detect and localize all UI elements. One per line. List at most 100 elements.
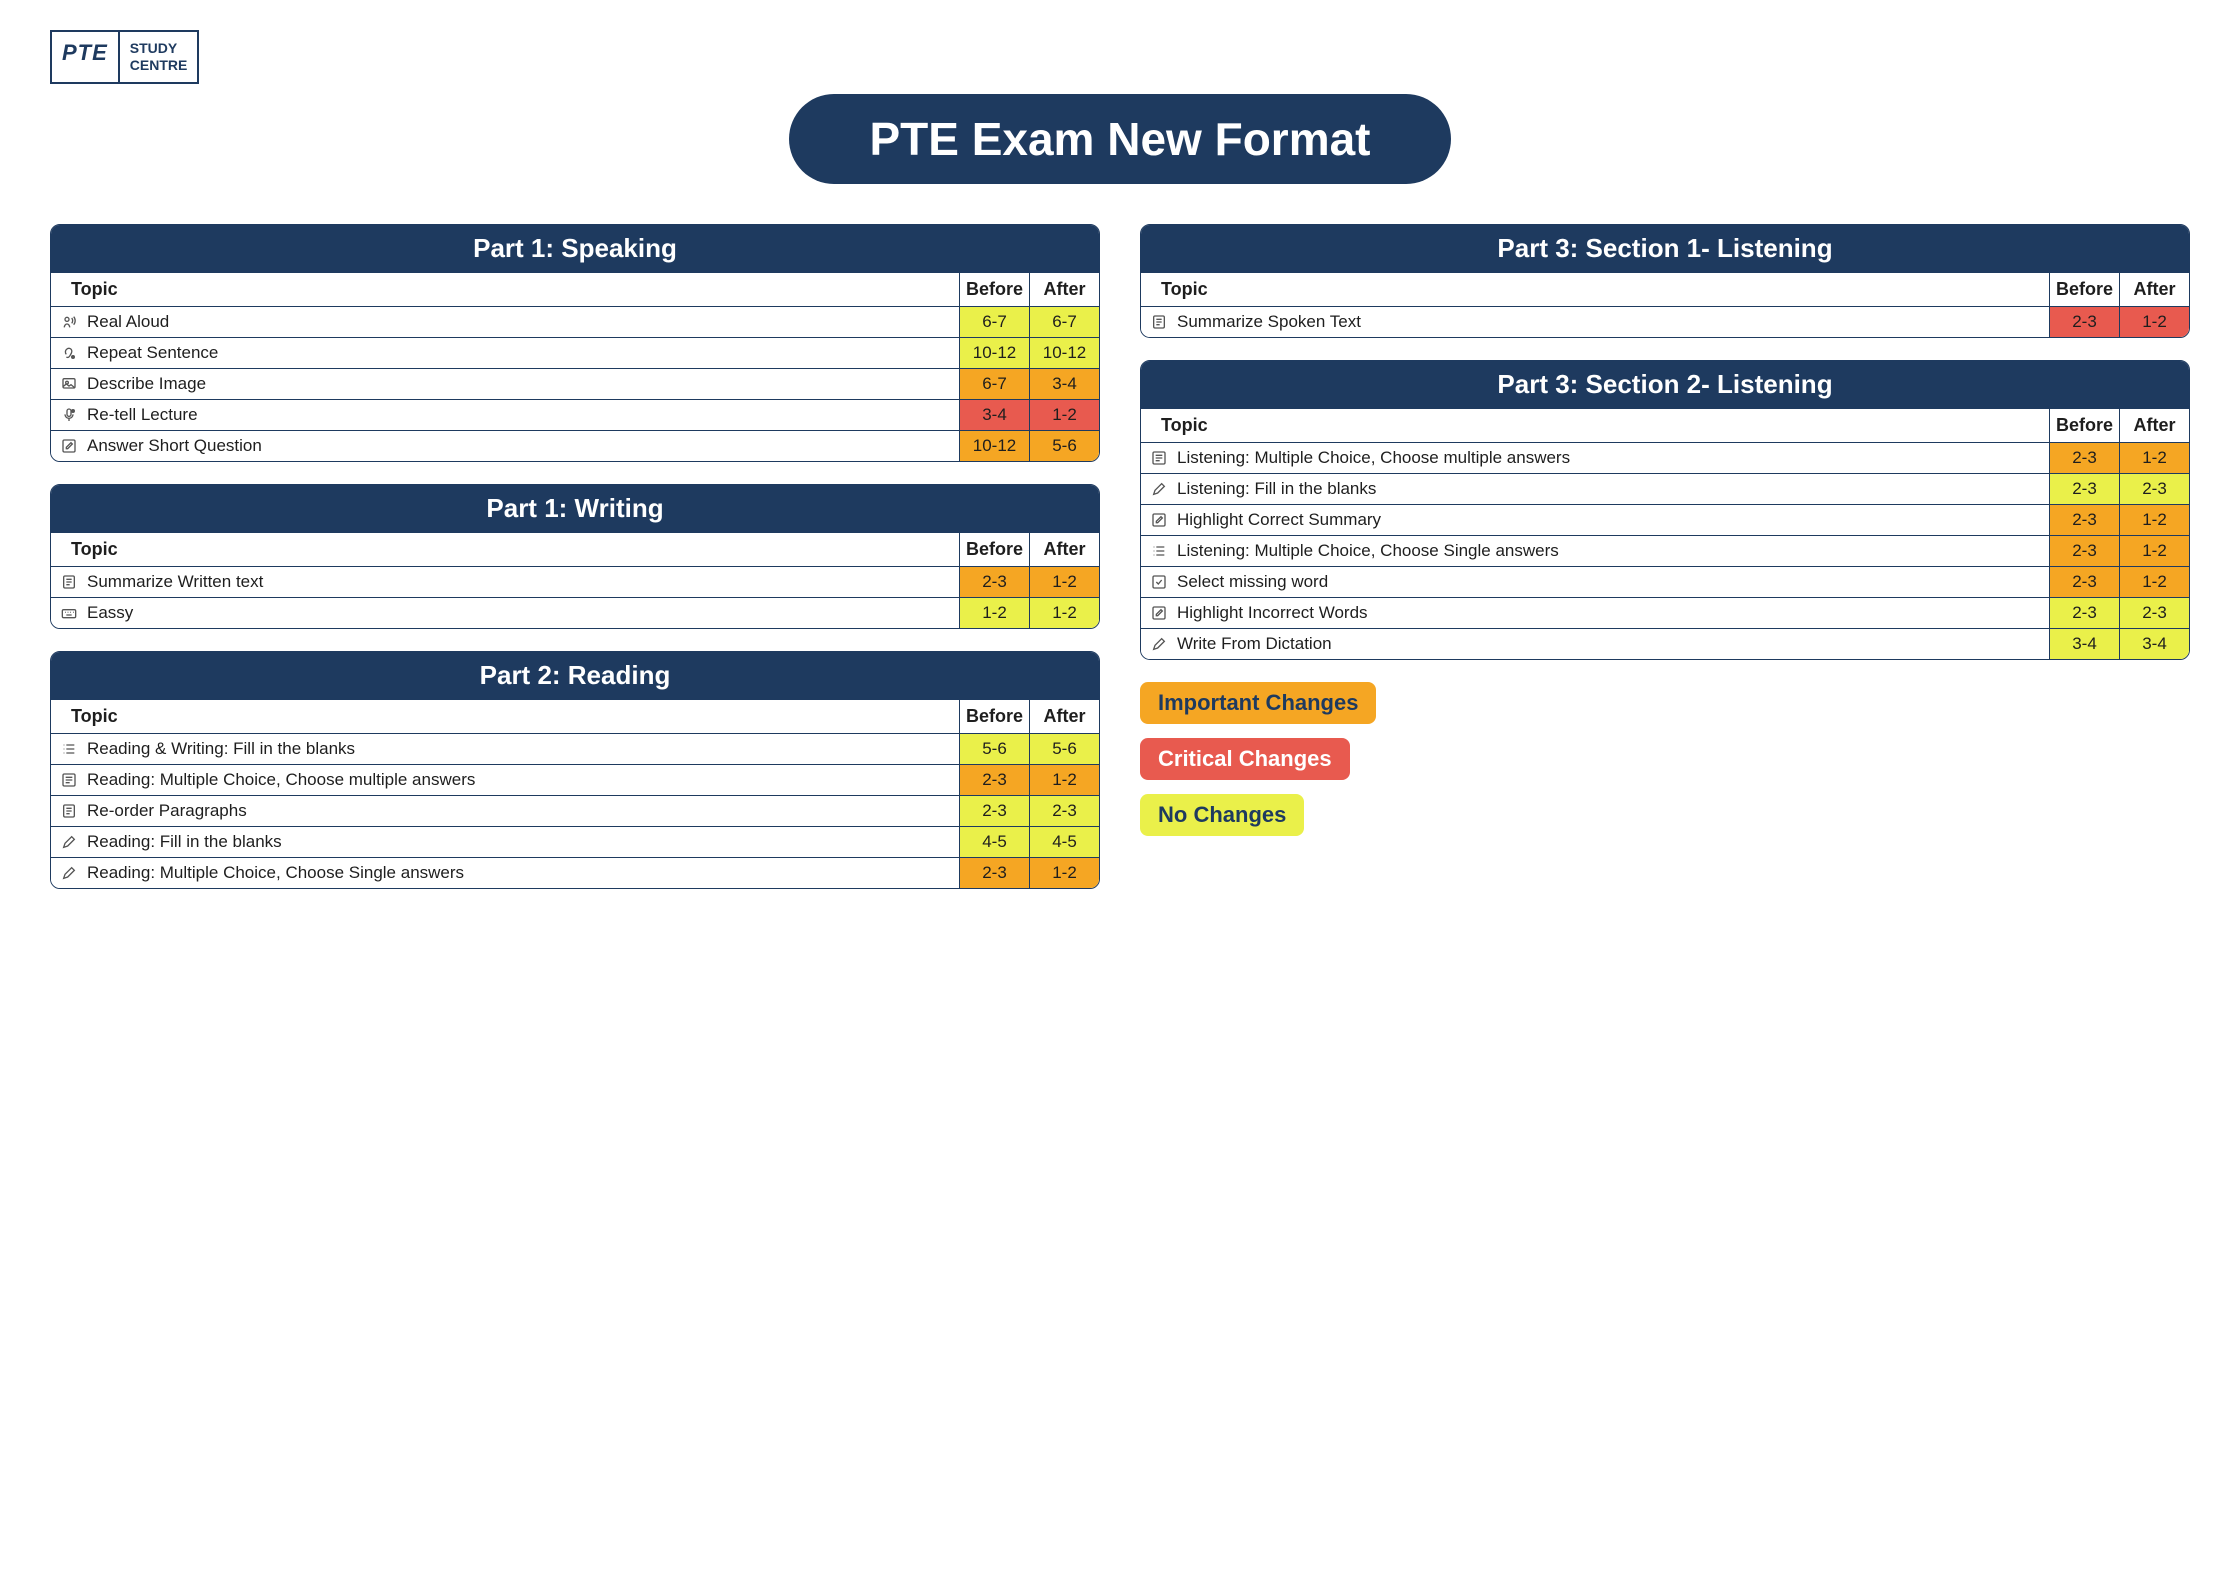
header-after: After	[2119, 409, 2189, 442]
section-title: Part 1: Speaking	[51, 225, 1099, 272]
table-row: Answer Short Question10-125-6	[51, 430, 1099, 461]
section-table: Part 3: Section 2- ListeningTopicBeforeA…	[1140, 360, 2190, 660]
topic-label: Re-order Paragraphs	[87, 801, 247, 821]
header-after: After	[2119, 273, 2189, 306]
before-cell: 2-3	[959, 796, 1029, 826]
after-cell: 6-7	[1029, 307, 1099, 337]
before-cell: 6-7	[959, 369, 1029, 399]
legend-item: Important Changes	[1140, 682, 1376, 724]
topic-label: Real Aloud	[87, 312, 169, 332]
table-row: Highlight Incorrect Words2-32-3	[1141, 597, 2189, 628]
row-topic: Highlight Correct Summary	[1141, 505, 2049, 535]
table-row: Write From Dictation3-43-4	[1141, 628, 2189, 659]
after-cell: 1-2	[1029, 858, 1099, 888]
after-cell: 3-4	[1029, 369, 1099, 399]
left-column: Part 1: SpeakingTopicBeforeAfterReal Alo…	[50, 224, 1100, 911]
after-cell: 2-3	[2119, 474, 2189, 504]
topic-label: Reading: Fill in the blanks	[87, 832, 282, 852]
pencil-icon	[59, 863, 79, 883]
topic-label: Re-tell Lecture	[87, 405, 198, 425]
checklist-icon	[1149, 448, 1169, 468]
header-after: After	[1029, 273, 1099, 306]
row-topic: Reading & Writing: Fill in the blanks	[51, 734, 959, 764]
list-icon	[59, 739, 79, 759]
table-row: Re-order Paragraphs2-32-3	[51, 795, 1099, 826]
header-before: Before	[959, 700, 1029, 733]
table-row: Summarize Spoken Text2-31-2	[1141, 306, 2189, 337]
section-header: TopicBeforeAfter	[51, 272, 1099, 306]
topic-label: Eassy	[87, 603, 133, 623]
topic-label: Describe Image	[87, 374, 206, 394]
after-cell: 1-2	[1029, 567, 1099, 597]
row-topic: Listening: Fill in the blanks	[1141, 474, 2049, 504]
legend-item: Critical Changes	[1140, 738, 1350, 780]
topic-label: Reading & Writing: Fill in the blanks	[87, 739, 355, 759]
before-cell: 2-3	[2049, 307, 2119, 337]
edit-icon	[59, 436, 79, 456]
table-row: Reading & Writing: Fill in the blanks 5-6…	[51, 733, 1099, 764]
row-topic: Reading: Multiple Choice, Choose multipl…	[51, 765, 959, 795]
section-table: Part 1: SpeakingTopicBeforeAfter Real Alo…	[50, 224, 1100, 462]
table-row: Listening: Fill in the blanks2-32-3	[1141, 473, 2189, 504]
topic-label: Repeat Sentence	[87, 343, 218, 363]
before-cell: 1-2	[959, 598, 1029, 628]
logo: PTE STUDY CENTRE	[50, 30, 199, 84]
row-topic: Summarize Spoken Text	[1141, 307, 2049, 337]
section-header: TopicBeforeAfter	[51, 532, 1099, 566]
row-topic: Real Aloud	[51, 307, 959, 337]
section-title: Part 3: Section 2- Listening	[1141, 361, 2189, 408]
before-cell: 2-3	[959, 567, 1029, 597]
header-topic: Topic	[1141, 409, 2049, 442]
table-row: Highlight Correct Summary2-31-2	[1141, 504, 2189, 535]
section-header: TopicBeforeAfter	[51, 699, 1099, 733]
after-cell: 4-5	[1029, 827, 1099, 857]
topic-label: Listening: Multiple Choice, Choose Singl…	[1177, 541, 1559, 561]
right-column: Part 3: Section 1- Listening TopicBeforeA…	[1140, 224, 2190, 911]
before-cell: 2-3	[959, 858, 1029, 888]
table-row: Reading: Multiple Choice, Choose Single …	[51, 857, 1099, 888]
header-after: After	[1029, 533, 1099, 566]
section-header: TopicBeforeAfter	[1141, 408, 2189, 442]
before-cell: 2-3	[959, 765, 1029, 795]
row-topic: Describe Image	[51, 369, 959, 399]
row-topic: Reading: Fill in the blanks	[51, 827, 959, 857]
section-table: Part 2: ReadingTopicBeforeAfterReading &…	[50, 651, 1100, 889]
header-before: Before	[959, 533, 1029, 566]
row-topic: Answer Short Question	[51, 431, 959, 461]
topic-label: Write From Dictation	[1177, 634, 1332, 654]
after-cell: 5-6	[1029, 734, 1099, 764]
section-title: Part 2: Reading	[51, 652, 1099, 699]
topic-label: Reading: Multiple Choice, Choose Single …	[87, 863, 464, 883]
before-cell: 3-4	[959, 400, 1029, 430]
row-topic: Summarize Written text	[51, 567, 959, 597]
row-topic: Re-order Paragraphs	[51, 796, 959, 826]
table-row: Reading: Fill in the blanks4-54-5	[51, 826, 1099, 857]
header-before: Before	[959, 273, 1029, 306]
pencil-icon	[59, 832, 79, 852]
speak-icon	[59, 312, 79, 332]
row-topic: Re-tell Lecture	[51, 400, 959, 430]
ear-icon	[59, 343, 79, 363]
before-cell: 2-3	[2049, 536, 2119, 566]
after-cell: 2-3	[2119, 598, 2189, 628]
header-topic: Topic	[51, 700, 959, 733]
after-cell: 3-4	[2119, 629, 2189, 659]
table-row: Repeat Sentence10-1210-12	[51, 337, 1099, 368]
topic-label: Listening: Multiple Choice, Choose multi…	[1177, 448, 1570, 468]
topic-label: Highlight Incorrect Words	[1177, 603, 1368, 623]
after-cell: 1-2	[1029, 598, 1099, 628]
table-row: Listening: Multiple Choice, Choose multi…	[1141, 442, 2189, 473]
row-topic: Select missing word	[1141, 567, 2049, 597]
after-cell: 1-2	[2119, 443, 2189, 473]
table-row: Reading: Multiple Choice, Choose multipl…	[51, 764, 1099, 795]
header-topic: Topic	[51, 533, 959, 566]
columns-container: Part 1: SpeakingTopicBeforeAfterReal Alo…	[50, 224, 2190, 911]
after-cell: 1-2	[2119, 567, 2189, 597]
section-title: Part 1: Writing	[51, 485, 1099, 532]
after-cell: 10-12	[1029, 338, 1099, 368]
row-topic: Write From Dictation	[1141, 629, 2049, 659]
logo-text-left: PTE	[52, 32, 118, 82]
edit-icon	[1149, 603, 1169, 623]
section-title: Part 3: Section 1- Listening	[1141, 225, 2189, 272]
row-topic: Eassy	[51, 598, 959, 628]
